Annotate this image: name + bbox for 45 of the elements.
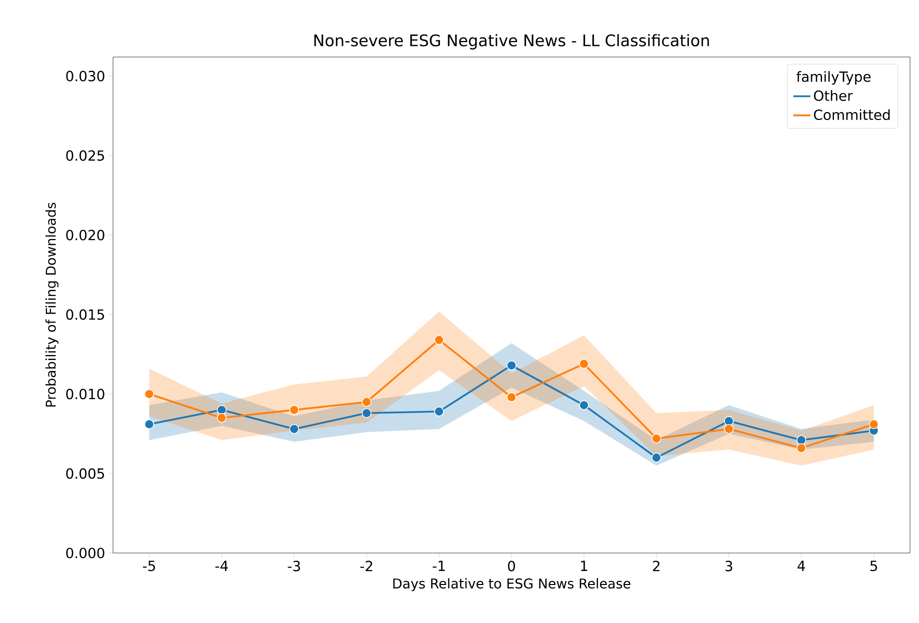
chart-title: Non-severe ESG Negative News - LL Classification — [314, 34, 709, 50]
point — [434, 406, 444, 416]
x-tick-label: 5 — [870, 560, 877, 572]
point — [144, 389, 154, 399]
x-tick-label: -1 — [432, 560, 445, 571]
point — [289, 405, 300, 415]
point — [579, 400, 589, 410]
point — [796, 435, 806, 446]
point — [796, 443, 806, 453]
point — [289, 424, 300, 434]
x-tick-label: 0 — [508, 560, 516, 572]
y-tick-label: 0.015 — [66, 309, 104, 320]
y-tick-label: 0.000 — [66, 548, 104, 558]
x-axis-title: Days Relative to ESG News Release — [393, 578, 630, 592]
y-tick-label: 0.020 — [66, 230, 104, 240]
point — [579, 358, 589, 369]
x-tick-label: 2 — [652, 560, 660, 572]
point — [868, 419, 879, 430]
point — [216, 405, 227, 415]
point — [652, 434, 662, 444]
y-tick-label: 0.010 — [66, 388, 104, 400]
point — [724, 416, 734, 426]
legend-label: Committed — [814, 109, 890, 120]
x-tick-label: 4 — [798, 560, 805, 571]
x-tick-label: -2 — [360, 560, 372, 572]
point — [144, 419, 154, 430]
point — [362, 408, 372, 418]
point — [362, 397, 372, 407]
x-tick-label: 3 — [725, 560, 732, 572]
x-tick-label: 1 — [581, 560, 588, 571]
y-tick-label: 0.025 — [66, 150, 104, 161]
point — [434, 335, 444, 345]
point — [506, 392, 516, 402]
x-tick-label: -4 — [215, 560, 228, 571]
y-tick-label: 0.030 — [66, 70, 104, 82]
point — [652, 452, 662, 462]
point — [216, 412, 227, 423]
y-axis-title: Probability of Filing Downloads — [45, 202, 58, 407]
x-tick-label: -3 — [288, 560, 300, 572]
x-tick-label: -5 — [142, 560, 155, 572]
point — [506, 360, 516, 370]
point — [724, 424, 734, 434]
legend-title: familyType — [796, 71, 871, 85]
y-tick-label: 0.005 — [66, 468, 104, 479]
legend-label: Other — [814, 90, 853, 101]
